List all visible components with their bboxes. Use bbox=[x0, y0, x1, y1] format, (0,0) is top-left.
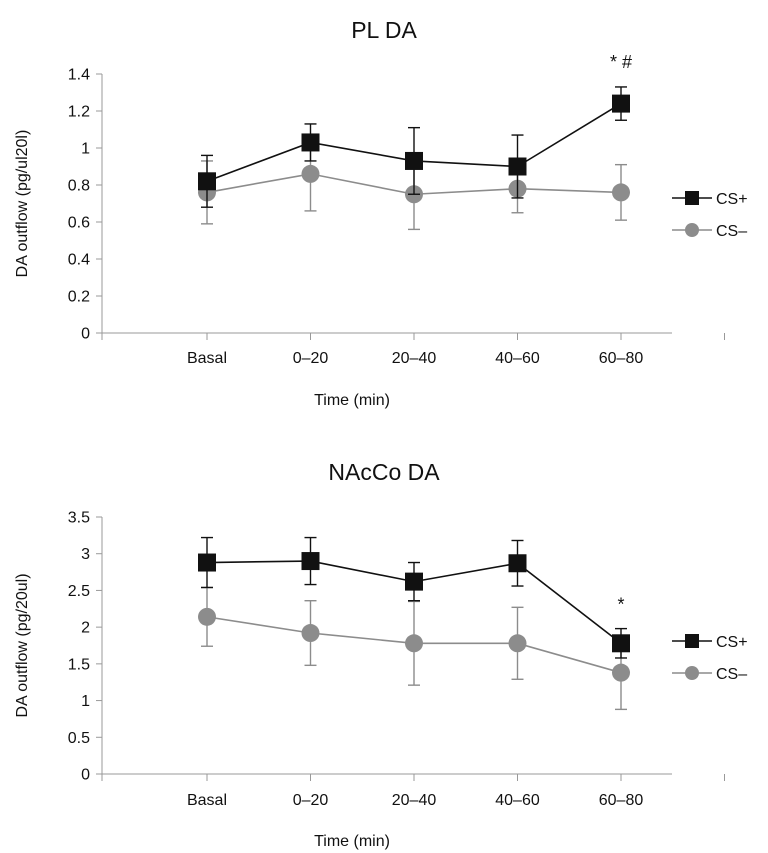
y-tick-label: 1.4 bbox=[68, 67, 90, 84]
y-tick-label: 3.5 bbox=[68, 510, 90, 527]
legend-marker bbox=[685, 666, 699, 680]
y-tick-label: 1.2 bbox=[68, 104, 90, 121]
data-point bbox=[301, 164, 320, 183]
y-tick-label: 0 bbox=[81, 326, 90, 343]
data-point bbox=[612, 94, 630, 113]
data-point bbox=[301, 552, 320, 571]
x-tick-label: 40–60 bbox=[495, 350, 540, 367]
series-cs-plus bbox=[198, 536, 630, 659]
data-point bbox=[405, 151, 423, 170]
legend-label: CS– bbox=[716, 666, 747, 683]
x-tick-label: 60–80 bbox=[599, 792, 644, 809]
x-tick-label: 20–40 bbox=[392, 350, 437, 367]
y-tick-label: 0.6 bbox=[68, 215, 90, 232]
y-tick-label: 3 bbox=[81, 546, 90, 563]
legend-label: CS+ bbox=[716, 634, 748, 651]
data-point bbox=[301, 624, 320, 643]
y-tick-label: 0.2 bbox=[68, 289, 90, 306]
y-axis-label: DA outflow (pg/20ul) bbox=[14, 573, 31, 717]
legend-label: CS– bbox=[716, 223, 747, 240]
x-tick-label: 60–80 bbox=[599, 350, 644, 367]
data-point bbox=[612, 634, 630, 653]
x-tick-label: Basal bbox=[187, 350, 227, 367]
x-axis-label: Time (min) bbox=[314, 392, 390, 409]
chart-panel-2: NAcCo DA 0 0.5 1 1.5 2 2.5 3 3.5 Basal 0–20 20–40 40… bbox=[14, 459, 748, 850]
y-tick-label: 0.4 bbox=[68, 252, 90, 269]
data-point bbox=[508, 157, 527, 176]
y-tick-label: 0 bbox=[81, 767, 90, 784]
significance-annotation: * bbox=[617, 595, 624, 615]
y-tick-label: 2 bbox=[81, 620, 90, 637]
x-tick-label: 0–20 bbox=[293, 350, 329, 367]
series-cs-minus bbox=[198, 586, 630, 711]
y-tick-label: 0.5 bbox=[68, 730, 90, 747]
chart-title: NAcCo DA bbox=[328, 459, 440, 485]
y-tick-label: 2.5 bbox=[68, 583, 90, 600]
chart-title: PL DA bbox=[351, 17, 417, 43]
legend-marker bbox=[685, 634, 699, 648]
data-point bbox=[198, 172, 216, 191]
data-point bbox=[405, 634, 423, 653]
y-tick-label: 1 bbox=[81, 141, 90, 158]
x-tick-label: Basal bbox=[187, 792, 227, 809]
data-point bbox=[405, 572, 423, 591]
data-point bbox=[612, 183, 630, 202]
data-point bbox=[198, 553, 216, 572]
legend-item-cs-minus: CS– bbox=[672, 666, 747, 683]
y-tick-label: 1 bbox=[81, 693, 90, 710]
legend-label: CS+ bbox=[716, 191, 748, 208]
data-point bbox=[612, 663, 630, 682]
legend-item-cs-plus: CS+ bbox=[672, 191, 748, 208]
data-point bbox=[508, 554, 527, 573]
y-tick-label: 0.8 bbox=[68, 178, 90, 195]
data-point bbox=[198, 607, 216, 626]
x-tick-label: 40–60 bbox=[495, 792, 540, 809]
x-tick-label: 20–40 bbox=[392, 792, 437, 809]
y-axis-label: DA outflow (pg/ul20l) bbox=[14, 130, 31, 278]
x-tick-label: 0–20 bbox=[293, 792, 329, 809]
significance-annotation: * # bbox=[610, 52, 632, 72]
y-tick-label: 1.5 bbox=[68, 656, 90, 673]
chart-panel-1: PL DA 0 0.2 0.4 0.6 0.8 1 1.2 1.4 Basal 0–20 20–40 4… bbox=[14, 17, 748, 409]
x-axis-label: Time (min) bbox=[314, 833, 390, 850]
data-point bbox=[508, 634, 527, 653]
legend-item-cs-plus: CS+ bbox=[672, 634, 748, 651]
data-point bbox=[301, 133, 320, 152]
legend-marker bbox=[685, 191, 699, 205]
legend-item-cs-minus: CS– bbox=[672, 223, 747, 240]
legend-marker bbox=[685, 223, 699, 237]
series-cs-plus bbox=[198, 86, 630, 208]
